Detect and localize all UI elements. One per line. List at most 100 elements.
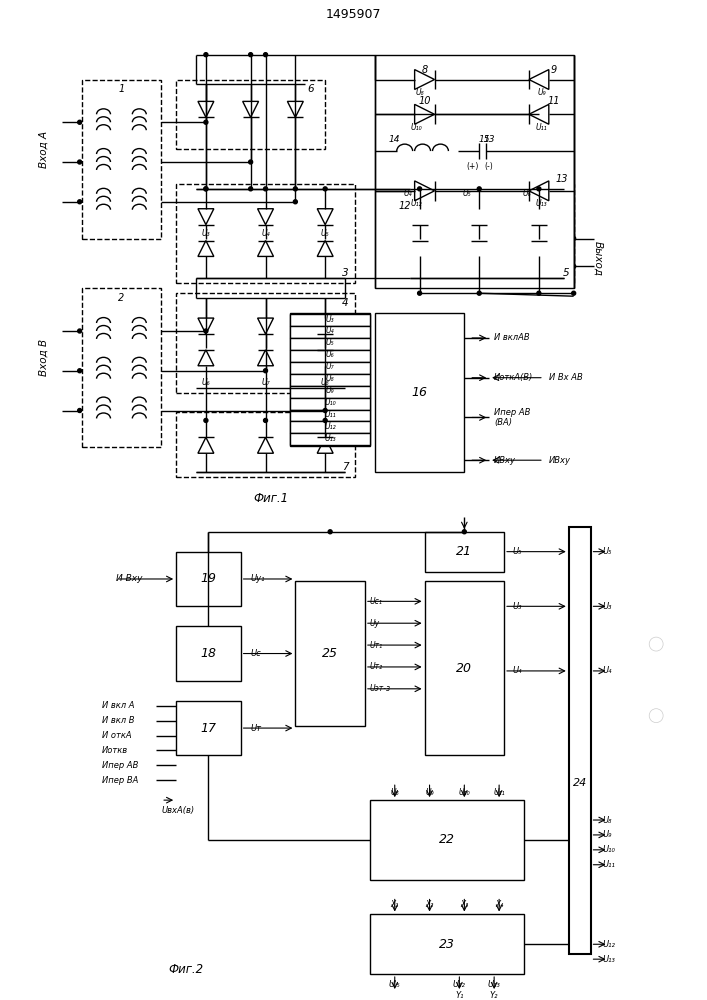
Text: 3: 3 [341, 268, 349, 278]
Text: 5: 5 [562, 268, 569, 278]
Text: 16: 16 [411, 386, 428, 399]
Circle shape [78, 200, 81, 204]
Polygon shape [198, 241, 214, 256]
Circle shape [572, 237, 575, 241]
Bar [425, 532, 504, 572]
Text: U₁₂: U₁₂ [453, 980, 466, 989]
Polygon shape [529, 181, 549, 201]
Text: U₉: U₉ [537, 88, 547, 97]
Polygon shape [257, 437, 274, 453]
Text: 7: 7 [341, 462, 349, 472]
Text: U₁₁: U₁₁ [536, 123, 548, 132]
Circle shape [204, 187, 208, 191]
Text: U₉: U₉ [425, 788, 434, 797]
Text: (-): (-) [485, 162, 493, 171]
Text: 17: 17 [200, 722, 216, 735]
Polygon shape [472, 209, 487, 225]
Text: U₃: U₃ [602, 602, 612, 611]
Text: Ипер АВ
(ВА): Ипер АВ (ВА) [494, 408, 530, 427]
Text: U₁₂: U₁₂ [411, 199, 422, 208]
Text: U₁₁: U₁₁ [493, 788, 505, 797]
Text: ИВху: ИВху [494, 456, 516, 465]
Polygon shape [414, 104, 435, 124]
Bar [176, 293, 355, 393]
Text: 22: 22 [439, 833, 455, 846]
Bar [370, 800, 524, 880]
Bar [291, 350, 370, 362]
Text: И Вх АВ: И Вх АВ [549, 373, 583, 382]
Text: U₄: U₄ [404, 189, 412, 198]
Polygon shape [257, 209, 274, 225]
Polygon shape [411, 241, 428, 256]
Polygon shape [198, 437, 214, 453]
Text: 18: 18 [200, 647, 216, 660]
Polygon shape [317, 209, 333, 225]
Polygon shape [317, 437, 333, 453]
Text: Фиг.2: Фиг.2 [168, 963, 204, 976]
Text: 11: 11 [547, 96, 560, 106]
Circle shape [249, 160, 252, 164]
Text: U₄: U₄ [261, 229, 270, 238]
Text: Uт₂: Uт₂ [370, 662, 383, 671]
Bar [176, 701, 240, 755]
Text: И откА: И откА [102, 731, 132, 740]
Text: 12: 12 [399, 201, 411, 211]
Polygon shape [317, 350, 333, 366]
Bar [390, 184, 573, 283]
Text: X₃: X₃ [460, 900, 469, 909]
Bar [291, 338, 370, 350]
Polygon shape [257, 350, 274, 366]
Bar [291, 421, 370, 433]
Polygon shape [243, 101, 259, 117]
Polygon shape [531, 241, 547, 256]
Circle shape [78, 329, 81, 333]
Bar [291, 374, 370, 386]
Circle shape [477, 187, 481, 191]
Text: И Вху: И Вху [117, 574, 143, 583]
Bar [425, 581, 504, 755]
Bar [370, 914, 524, 974]
Text: U₄: U₄ [512, 666, 522, 675]
Text: 23: 23 [439, 938, 455, 951]
Text: Иоткв: Иоткв [102, 746, 128, 755]
Bar [291, 313, 370, 446]
Text: U'₅: U'₅ [389, 980, 401, 989]
Text: U₁₂: U₁₂ [325, 422, 336, 431]
Polygon shape [257, 241, 274, 256]
Text: X₂: X₂ [426, 900, 433, 909]
Polygon shape [317, 241, 333, 256]
Text: 1: 1 [118, 84, 124, 94]
Text: ИоткА(В): ИоткА(В) [494, 373, 533, 382]
Circle shape [418, 291, 421, 295]
Circle shape [78, 160, 81, 164]
Circle shape [264, 187, 267, 191]
Text: UвхА(в): UвхА(в) [161, 806, 194, 815]
Text: U₉: U₉ [326, 386, 334, 395]
Text: U₈: U₈ [415, 88, 424, 97]
Text: 21: 21 [456, 545, 472, 558]
Text: U₁₂: U₁₂ [602, 940, 615, 949]
Text: U₄: U₄ [602, 666, 612, 675]
Text: U₈: U₈ [326, 374, 334, 383]
Circle shape [537, 187, 541, 191]
Circle shape [293, 187, 298, 191]
Text: И вклАВ: И вклАВ [494, 333, 530, 342]
Bar [291, 410, 370, 421]
Text: Uу₁: Uу₁ [250, 574, 265, 583]
Text: Uт₁: Uт₁ [370, 641, 383, 650]
Circle shape [323, 418, 327, 422]
Text: U₅: U₅ [512, 547, 522, 556]
Polygon shape [257, 318, 274, 334]
Text: U₁₃: U₁₃ [488, 980, 501, 989]
Bar [291, 433, 370, 445]
Bar [176, 626, 240, 681]
Polygon shape [288, 101, 303, 117]
Bar [296, 581, 365, 726]
Text: U₁₀: U₁₀ [459, 788, 470, 797]
Polygon shape [411, 209, 428, 225]
Text: Выход: Выход [593, 241, 604, 276]
Text: Фиг.1: Фиг.1 [253, 492, 288, 505]
Text: U₁₃: U₁₃ [602, 955, 615, 964]
Text: 14: 14 [389, 135, 400, 144]
Text: 19: 19 [200, 572, 216, 585]
